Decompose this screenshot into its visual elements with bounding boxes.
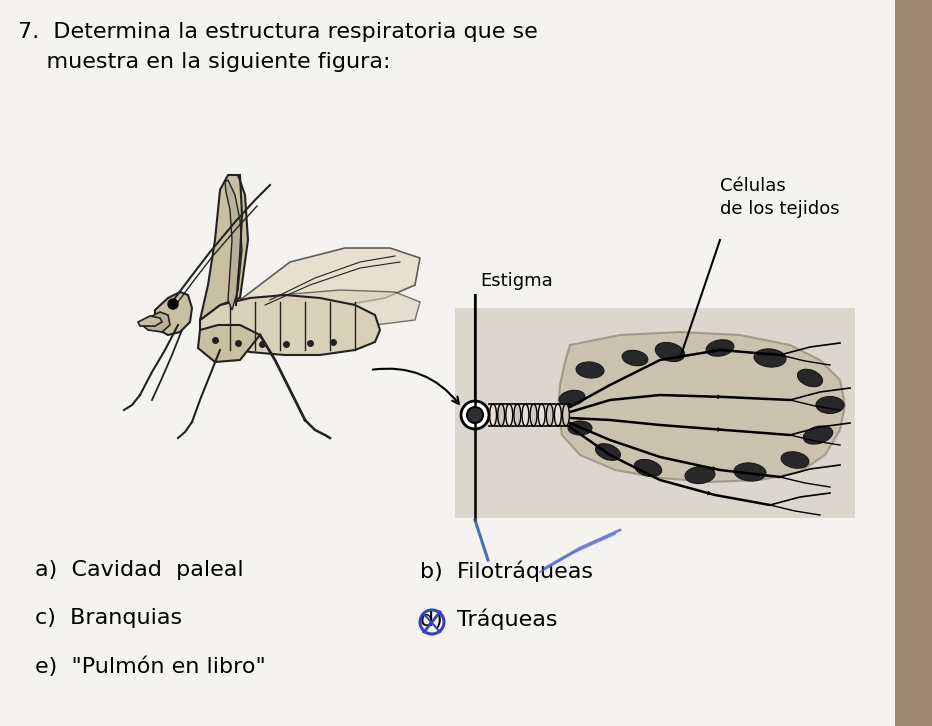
Polygon shape — [142, 312, 170, 332]
Ellipse shape — [555, 404, 561, 426]
FancyBboxPatch shape — [0, 0, 895, 726]
Polygon shape — [155, 292, 192, 335]
FancyBboxPatch shape — [455, 308, 855, 518]
Ellipse shape — [816, 396, 844, 414]
Ellipse shape — [506, 404, 513, 426]
Text: d)  Tráqueas: d) Tráqueas — [420, 608, 557, 629]
Ellipse shape — [563, 404, 569, 426]
Ellipse shape — [498, 404, 504, 426]
Text: e)  "Pulmón en libro": e) "Pulmón en libro" — [35, 656, 266, 677]
Ellipse shape — [803, 426, 832, 444]
Text: de los tejidos: de los tejidos — [720, 200, 840, 218]
Text: a)  Cavidad  paleal: a) Cavidad paleal — [35, 560, 243, 580]
Ellipse shape — [623, 350, 648, 366]
Ellipse shape — [538, 404, 545, 426]
Polygon shape — [240, 248, 420, 310]
Text: Células: Células — [720, 177, 786, 195]
Ellipse shape — [635, 460, 662, 476]
Ellipse shape — [489, 404, 497, 426]
Text: muestra en la siguiente figura:: muestra en la siguiente figura: — [18, 52, 391, 72]
Polygon shape — [558, 332, 845, 482]
Ellipse shape — [546, 404, 554, 426]
Polygon shape — [138, 316, 162, 326]
Ellipse shape — [706, 340, 733, 356]
Ellipse shape — [461, 401, 489, 429]
FancyBboxPatch shape — [895, 0, 932, 726]
Text: b)  Filotráqueas: b) Filotráqueas — [420, 560, 593, 582]
Polygon shape — [200, 295, 380, 355]
Ellipse shape — [798, 370, 823, 387]
Text: c)  Branquias: c) Branquias — [35, 608, 182, 628]
Ellipse shape — [596, 444, 621, 460]
Ellipse shape — [754, 349, 786, 367]
Ellipse shape — [685, 466, 715, 484]
Ellipse shape — [514, 404, 521, 426]
Ellipse shape — [522, 404, 528, 426]
Ellipse shape — [734, 463, 766, 481]
Ellipse shape — [655, 343, 685, 362]
Text: 7.  Determina la estructura respiratoria que se: 7. Determina la estructura respiratoria … — [18, 22, 538, 42]
Polygon shape — [200, 175, 248, 320]
Ellipse shape — [467, 407, 483, 423]
Ellipse shape — [559, 391, 585, 406]
Ellipse shape — [530, 404, 537, 426]
Ellipse shape — [568, 421, 592, 435]
Ellipse shape — [781, 452, 809, 468]
Polygon shape — [225, 180, 242, 310]
Ellipse shape — [576, 362, 604, 378]
Ellipse shape — [168, 299, 178, 309]
Text: Estigma: Estigma — [480, 272, 553, 290]
Polygon shape — [245, 290, 420, 325]
Polygon shape — [198, 325, 260, 362]
